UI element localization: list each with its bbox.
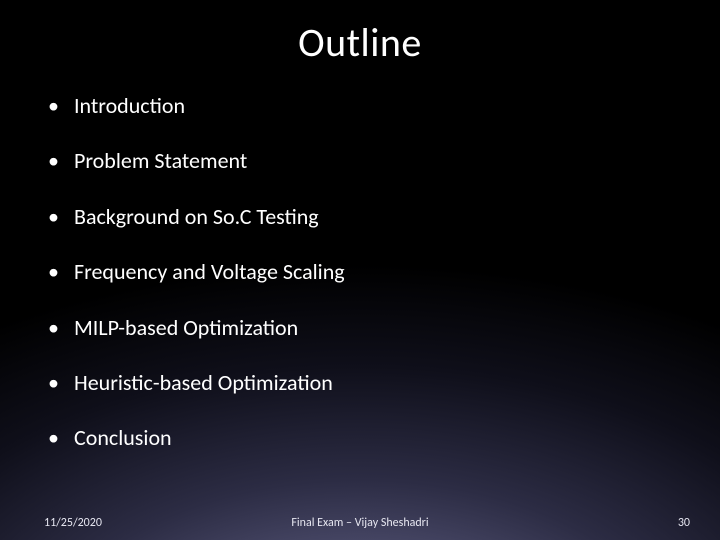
footer-subtitle: Final Exam – Vijay Sheshadri xyxy=(291,516,428,530)
footer-page-number: 30 xyxy=(678,516,690,530)
list-item: Conclusion xyxy=(48,425,720,451)
list-item: Frequency and Voltage Scaling xyxy=(48,259,720,285)
footer-date: 11/25/2020 xyxy=(44,516,102,530)
list-item: Background on So.C Testing xyxy=(48,204,720,230)
outline-list: Introduction Problem Statement Backgroun… xyxy=(0,93,720,540)
slide: Outline Introduction Problem Statement B… xyxy=(0,0,720,540)
slide-footer: 11/25/2020 Final Exam – Vijay Sheshadri … xyxy=(0,516,720,530)
list-item: Introduction xyxy=(48,93,720,119)
slide-title: Outline xyxy=(0,18,720,67)
list-item: Heuristic-based Optimization xyxy=(48,370,720,396)
list-item: MILP-based Optimization xyxy=(48,315,720,341)
list-item: Problem Statement xyxy=(48,148,720,174)
